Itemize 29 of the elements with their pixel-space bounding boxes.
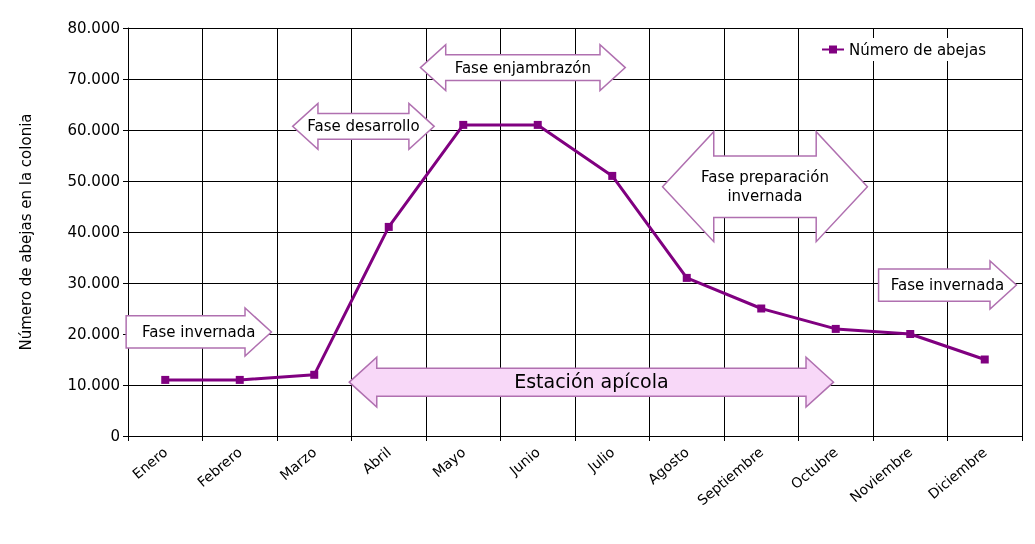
point: [459, 120, 468, 129]
y-tick-label: 80.000: [67, 19, 120, 37]
point: [831, 324, 840, 333]
annotation: Fase invernada: [142, 322, 256, 341]
point: [682, 273, 691, 282]
annotation: Estación apícola: [514, 369, 669, 392]
point: [757, 304, 766, 313]
annotation: Fase preparación invernada: [700, 167, 829, 205]
y-tick-label: 10.000: [67, 376, 120, 394]
y-tick-label: 0: [110, 427, 120, 445]
annotation: Fase enjambrazón: [454, 58, 592, 77]
point: [608, 171, 617, 180]
y-tick-label: 70.000: [67, 70, 120, 88]
y-tick-label: 30.000: [67, 274, 120, 292]
point: [310, 370, 319, 379]
point: [980, 355, 989, 364]
y-tick-label: 40.000: [67, 223, 120, 241]
point: [533, 120, 542, 129]
y-tick-label: 60.000: [67, 121, 120, 139]
point: [161, 375, 170, 384]
y-tick-label: 50.000: [67, 172, 120, 190]
legend-label: Número de abejas: [849, 40, 987, 59]
point: [235, 375, 244, 384]
point: [384, 222, 393, 231]
y-tick-label: 20.000: [67, 325, 120, 343]
annotation: Fase invernada: [890, 275, 1005, 294]
point: [906, 330, 915, 338]
y-axis-title: Número de abejas en la colonia: [16, 113, 35, 351]
annotation: Fase desarrollo: [307, 116, 420, 135]
